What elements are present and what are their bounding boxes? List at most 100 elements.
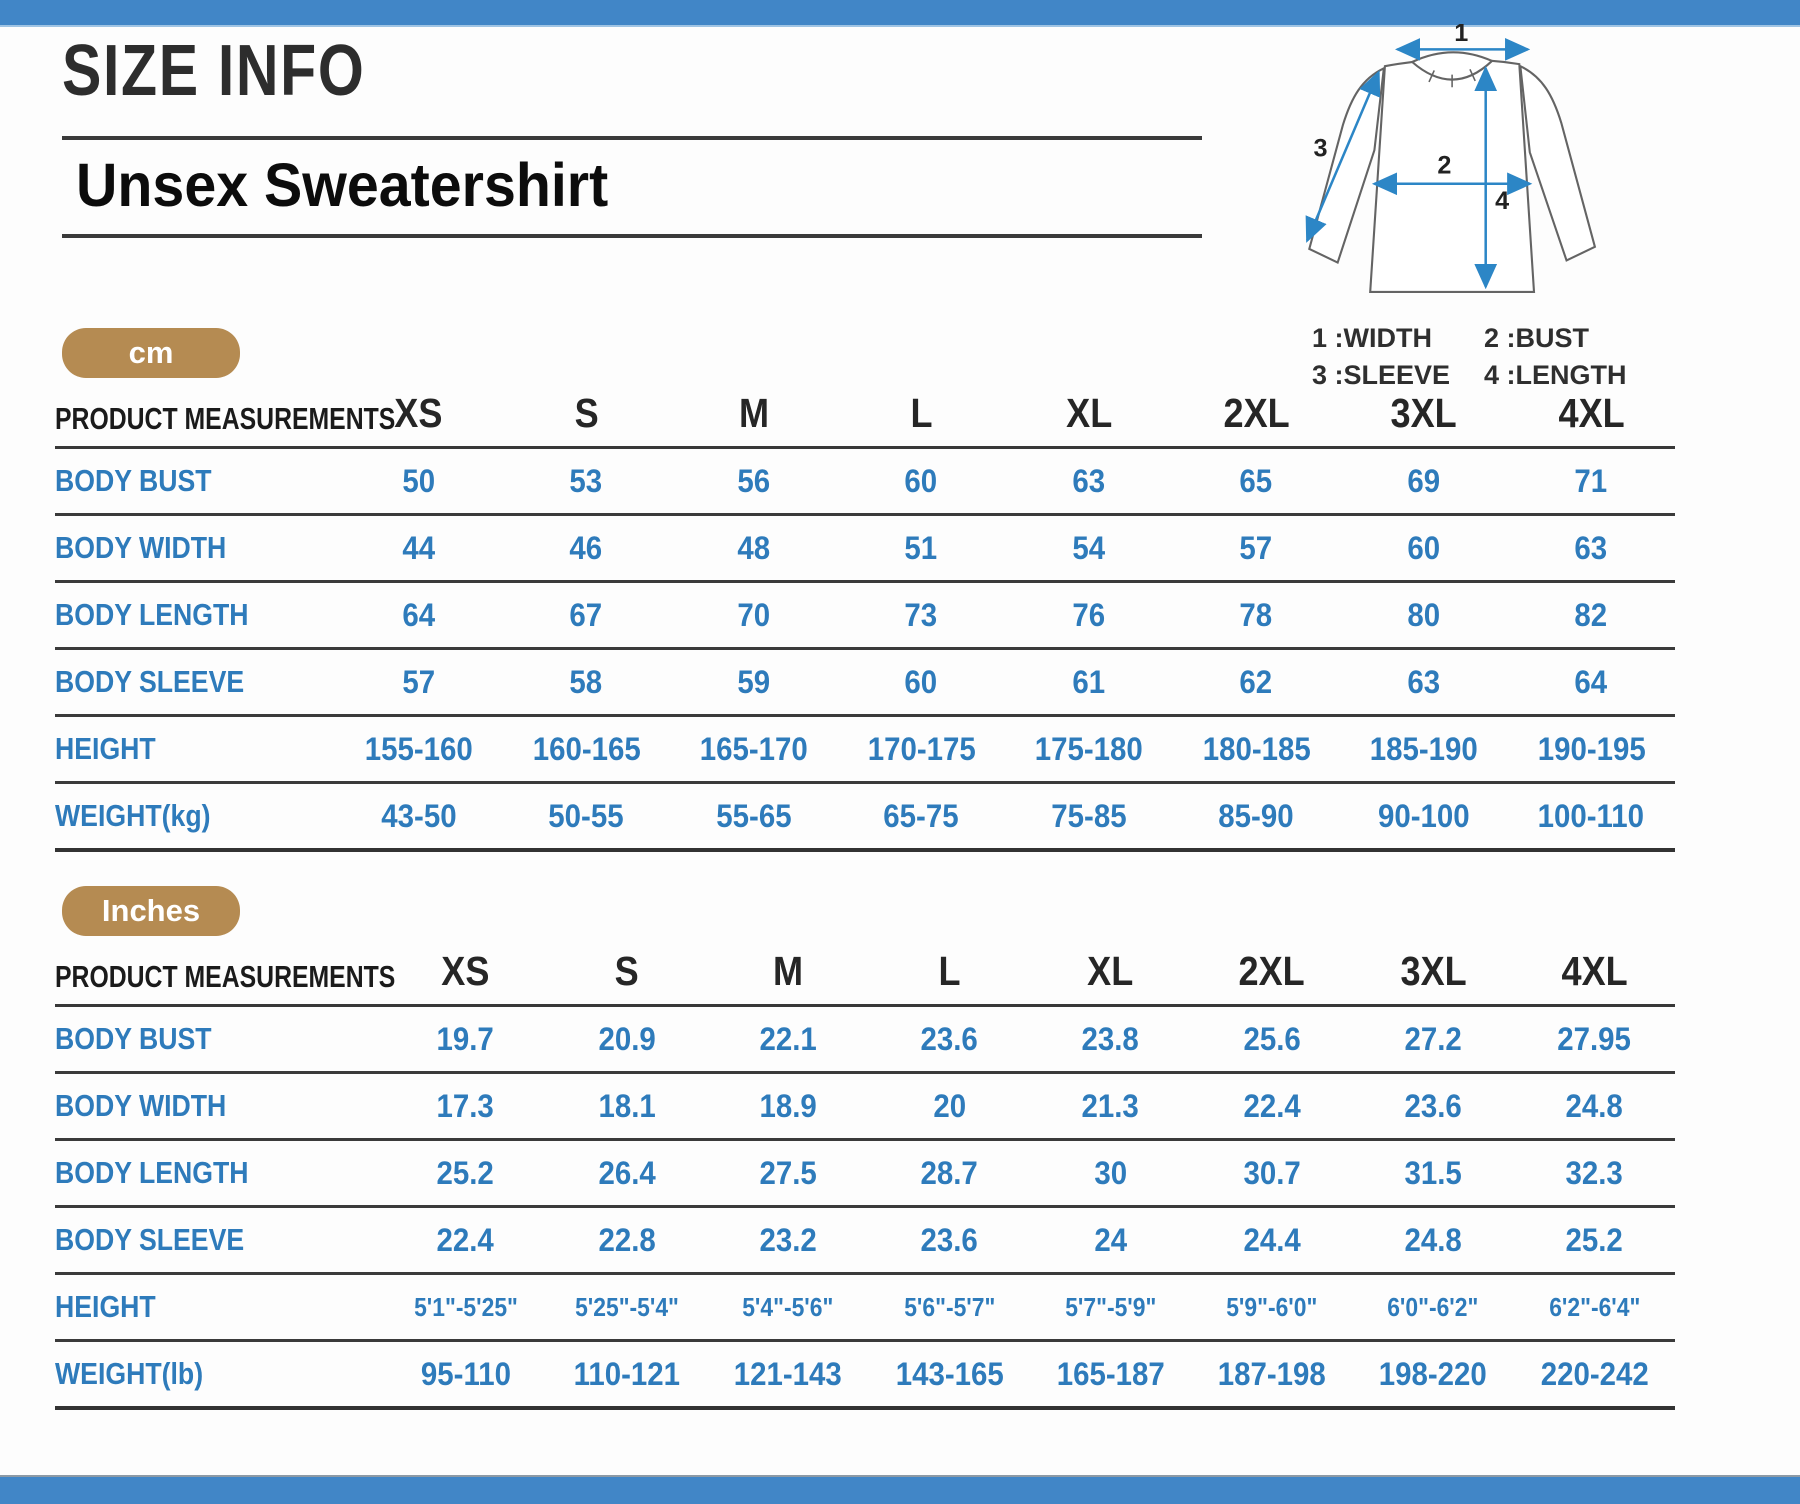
cell-value-text: 55-65: [716, 797, 792, 834]
row-label-text: BODY SLEEVE: [55, 664, 245, 699]
sleeve-arrow-icon: [1305, 70, 1381, 243]
cell-value: 62: [1173, 664, 1341, 701]
cell-value-text: 63: [1407, 663, 1441, 700]
row-label-text: WEIGHT(lb): [55, 1356, 204, 1391]
cell-value-text: 63: [1072, 462, 1106, 499]
cell-value: 27.95: [1514, 1021, 1675, 1058]
cell-value-text: 60: [904, 462, 938, 499]
cell-value-text: 59: [737, 663, 771, 700]
cell-value: 5'1"-5'25": [385, 1292, 546, 1323]
size-column-header: 4XL: [1508, 390, 1676, 437]
cell-value-text: 143-165: [895, 1355, 1004, 1392]
cell-value-text: 71: [1574, 462, 1608, 499]
row-label-text: HEIGHT: [55, 1289, 156, 1324]
cell-value: 90-100: [1340, 798, 1508, 835]
cell-value: 24.4: [1191, 1222, 1352, 1259]
size-column-header: M: [708, 948, 869, 995]
cell-value: 27.2: [1353, 1021, 1514, 1058]
cell-value: 6'0"-6'2": [1353, 1292, 1514, 1323]
cell-value-text: 31.5: [1404, 1154, 1462, 1191]
page-title: SIZE INFO: [62, 31, 366, 111]
table-row: BODY WIDTH 44 46 48 51 54 57 60 63: [55, 516, 1675, 583]
top-border-bar: [0, 0, 1800, 27]
cell-value-text: 100-110: [1538, 797, 1645, 834]
cell-value: 22.4: [385, 1222, 546, 1259]
row-label-text: BODY LENGTH: [55, 1155, 249, 1190]
cell-value: 121-143: [708, 1356, 869, 1393]
cell-value: 5'4"-5'6": [708, 1292, 869, 1323]
bottom-border-bar: [0, 1475, 1800, 1504]
size-column-header: 2XL: [1191, 948, 1352, 995]
cell-value-text: 155-160: [364, 730, 473, 767]
cell-value: 175-180: [1005, 731, 1173, 768]
table-body: BODY BUST 50 53 56 60 63 65 69 71 BODY WIDTH 44 46 4…: [55, 449, 1675, 852]
cell-value: 50: [335, 463, 503, 500]
row-label: BODY BUST: [55, 463, 335, 499]
cell-value-text: 23.8: [1081, 1020, 1140, 1057]
row-label: BODY LENGTH: [55, 597, 335, 633]
table-row: WEIGHT(kg) 43-50 50-55 55-65 65-75 75-85 85-90…: [55, 784, 1675, 852]
cell-value-text: 23.6: [1404, 1087, 1462, 1124]
cell-value-text: 27.5: [759, 1154, 817, 1191]
cell-value-text: 6'2"-6'4": [1548, 1291, 1640, 1322]
cell-value-text: 32.3: [1565, 1154, 1624, 1191]
cell-value-text: 69: [1407, 462, 1441, 499]
cell-value-text: 82: [1574, 596, 1608, 633]
cell-value-text: 56: [737, 462, 771, 499]
cell-value: 57: [1173, 530, 1341, 567]
table-row: BODY SLEEVE 22.4 22.8 23.2 23.6 24 24.4 24.8 25.…: [55, 1208, 1675, 1275]
product-name: Unsex Sweatershirt: [76, 150, 609, 219]
size-column-label: S: [614, 948, 639, 994]
cell-value: 64: [1508, 664, 1676, 701]
cell-value-text: 28.7: [920, 1154, 979, 1191]
cell-value-text: 58: [569, 663, 603, 700]
row-label: BODY BUST: [55, 1021, 385, 1057]
table-row: BODY BUST 50 53 56 60 63 65 69 71: [55, 449, 1675, 516]
cell-value-text: 20.9: [598, 1020, 656, 1057]
cell-value: 24.8: [1353, 1222, 1514, 1259]
cell-value-text: 75-85: [1051, 797, 1127, 834]
cell-value-text: 23.6: [920, 1221, 979, 1258]
cell-value: 54: [1005, 530, 1173, 567]
size-column-header: 3XL: [1353, 948, 1514, 995]
cell-value-text: 24.8: [1404, 1221, 1462, 1258]
cell-value-text: 70: [737, 596, 771, 633]
cell-value: 155-160: [335, 731, 503, 768]
cell-value: 5'7"-5'9": [1030, 1292, 1191, 1323]
cell-value: 17.3: [385, 1088, 546, 1125]
size-column-label: XL: [1065, 390, 1112, 436]
cell-value-text: 187-198: [1217, 1355, 1326, 1392]
cell-value: 60: [838, 664, 1006, 701]
cell-value: 6'2"-6'4": [1514, 1292, 1675, 1323]
row-label: HEIGHT: [55, 1289, 385, 1325]
cell-value: 48: [670, 530, 838, 567]
cell-value: 100-110: [1508, 798, 1676, 835]
cell-value-text: 22.4: [436, 1221, 495, 1258]
cell-value: 143-165: [869, 1356, 1030, 1393]
size-column-label: 4XL: [1561, 948, 1628, 994]
marker-3: 3: [1314, 135, 1328, 163]
row-label-text: WEIGHT(kg): [55, 798, 211, 833]
cell-value: 61: [1005, 664, 1173, 701]
cell-value: 78: [1173, 597, 1341, 634]
cell-value-text: 17.3: [436, 1087, 495, 1124]
cell-value-text: 5'4"-5'6": [742, 1291, 834, 1322]
cell-value: 30: [1030, 1155, 1191, 1192]
cell-value-text: 25.2: [436, 1154, 495, 1191]
cell-value: 80: [1340, 597, 1508, 634]
cell-value: 220-242: [1514, 1356, 1675, 1393]
size-column-label: 4XL: [1558, 390, 1625, 436]
cell-value: 165-170: [670, 731, 838, 768]
cell-value: 26.4: [546, 1155, 707, 1192]
size-column-label: L: [938, 948, 961, 994]
table-row: HEIGHT 5'1"-5'25" 5'25"-5'4" 5'4"-5'6" 5'6"-…: [55, 1275, 1675, 1342]
cell-value: 58: [503, 664, 671, 701]
size-column-label: 3XL: [1390, 390, 1457, 436]
row-label: HEIGHT: [55, 731, 335, 767]
legend-item: 4 :LENGTH: [1484, 360, 1627, 390]
cell-value: 64: [335, 597, 503, 634]
cell-value: 23.2: [708, 1222, 869, 1259]
cell-value: 73: [838, 597, 1006, 634]
size-column-header: XS: [335, 390, 503, 437]
